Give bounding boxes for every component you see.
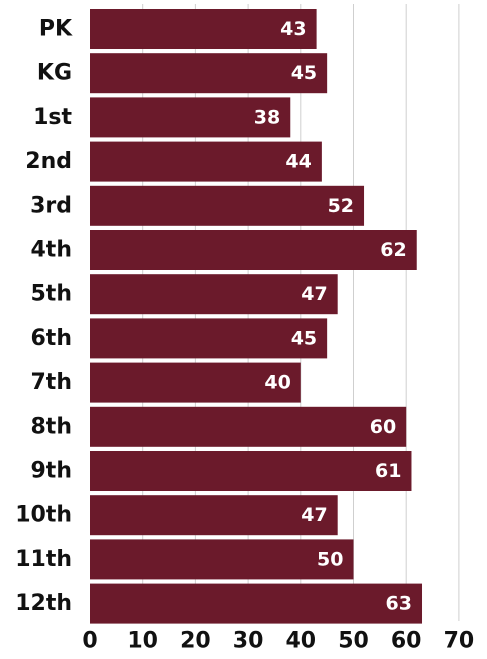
category-label-10th: 10th [15, 503, 72, 528]
category-label-5th: 5th [31, 282, 73, 307]
bars: 43 45 38 44 52 62 47 45 40 60 61 47 50 63 [90, 9, 423, 624]
category-label-pk: PK [39, 17, 73, 42]
x-tick-label-70: 70 [444, 629, 475, 654]
category-label-12th: 12th [15, 591, 72, 616]
category-label-2nd: 2nd [25, 149, 72, 174]
x-tick-label-60: 60 [391, 629, 422, 654]
data-label-6th: 45 [291, 327, 317, 349]
bar-9th [90, 451, 412, 491]
data-label-3rd: 52 [328, 195, 354, 217]
bar-4th [90, 230, 417, 270]
x-tick-label-40: 40 [285, 629, 316, 654]
x-tick-label-50: 50 [338, 629, 369, 654]
category-label-6th: 6th [31, 326, 73, 351]
category-label-1st: 1st [33, 105, 72, 130]
x-tick-label-30: 30 [233, 629, 264, 654]
data-label-8th: 60 [370, 416, 396, 438]
bar-11th [90, 539, 354, 580]
data-label-2nd: 44 [285, 151, 311, 173]
data-label-11th: 50 [317, 548, 343, 570]
bar-6th [90, 318, 328, 359]
data-label-5th: 47 [301, 283, 327, 305]
category-label-9th: 9th [31, 459, 73, 484]
bar-3rd [90, 185, 365, 226]
data-label-pk: 43 [280, 18, 306, 40]
x-tick-label-10: 10 [127, 629, 158, 654]
x-tick-label-0: 0 [82, 629, 97, 654]
category-label-4th: 4th [31, 238, 73, 263]
bar-2nd [90, 141, 322, 182]
bar-pk [90, 9, 317, 49]
category-labels: PK KG 1st 2nd 3rd 4th 5th 6th 7th 8th 9th 10th 11th 1… [15, 17, 73, 617]
bar-1st [90, 97, 291, 138]
bar-7th [90, 362, 301, 403]
bar-8th [90, 406, 407, 447]
bar-5th [90, 274, 338, 315]
category-label-3rd: 3rd [30, 193, 72, 218]
category-label-8th: 8th [31, 414, 73, 439]
category-label-7th: 7th [31, 370, 73, 395]
category-label-11th: 11th [15, 547, 72, 572]
bar-10th [90, 495, 338, 536]
data-label-12th: 63 [386, 593, 412, 615]
category-label-kg: KG [37, 61, 72, 86]
data-label-4th: 62 [380, 239, 406, 261]
bar-12th [90, 583, 423, 624]
data-label-10th: 47 [301, 504, 327, 526]
bar-kg [90, 53, 328, 94]
data-label-7th: 40 [264, 372, 290, 394]
x-axis-tick-labels: 0 10 20 30 40 50 60 70 [82, 629, 474, 654]
x-tick-label-20: 20 [180, 629, 211, 654]
data-label-1st: 38 [254, 106, 280, 128]
data-label-9th: 61 [375, 460, 401, 482]
data-label-kg: 45 [291, 62, 317, 84]
